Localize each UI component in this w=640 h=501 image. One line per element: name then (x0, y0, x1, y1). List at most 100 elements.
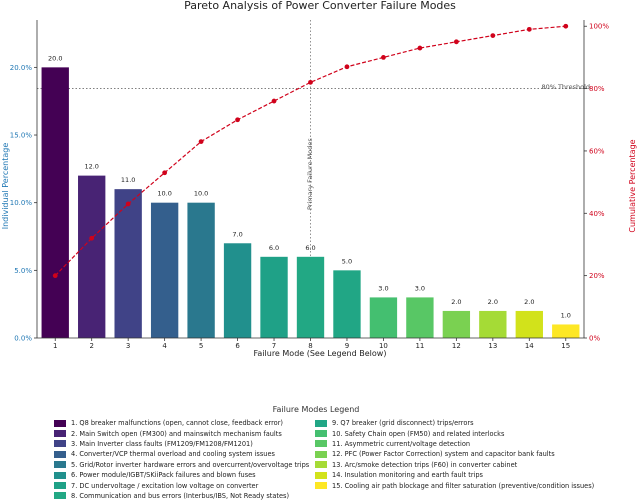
bar-value-label-7: 6.0 (269, 244, 279, 252)
bar-value-label-9: 5.0 (342, 257, 352, 265)
cumulative-point-12 (453, 39, 459, 45)
legend-item-7: 7. DC undervoltage / excitation low volt… (54, 480, 309, 490)
legend-label-15: 15. Cooling air path blockage and filter… (332, 481, 595, 490)
legend-swatch-15 (315, 482, 327, 490)
y2-axis-label: Cumulative Percentage (628, 139, 637, 232)
bar-3 (114, 189, 142, 338)
y-axis-label: Individual Percentage (1, 143, 10, 230)
bar-value-label-14: 2.0 (524, 298, 534, 306)
x-tick-label-14: 14 (525, 342, 534, 350)
bar-value-label-3: 11.0 (121, 176, 135, 184)
legend-label-1: 1. Q8 breaker malfunctions (open, cannot… (71, 419, 283, 428)
primary-modes-label: Primary Failure Modes (306, 138, 314, 210)
y-tick-label-4: 20.0% (10, 64, 33, 72)
legend-item-15: 15. Cooling air path blockage and filter… (315, 480, 594, 490)
legend-swatch-4 (54, 450, 66, 458)
bar-value-label-15: 1.0 (561, 311, 571, 319)
x-tick-label-13: 13 (488, 342, 497, 350)
bar-value-label-2: 12.0 (84, 163, 98, 171)
legend-swatch-13 (315, 461, 327, 469)
cumulative-point-10 (381, 55, 386, 60)
legend-swatch-10 (315, 430, 327, 438)
legend-item-5: 5. Grid/Rotor inverter hardware errors a… (54, 460, 309, 470)
x-tick-label-12: 12 (452, 342, 461, 350)
cumulative-point-3 (125, 201, 131, 207)
bar-15 (552, 324, 580, 338)
legend-item-2: 2. Main Switch open (FM300) and mainswit… (54, 428, 309, 438)
legend-label-10: 10. Safety Chain open (FM50) and related… (332, 429, 505, 438)
legend-swatch-7 (54, 482, 66, 490)
y2-tick-label-3: 60% (589, 147, 605, 155)
threshold-label: 80% Threshold (541, 83, 590, 91)
x-tick-label-9: 9 (345, 342, 349, 350)
x-tick-label-7: 7 (272, 342, 276, 350)
legend-item-11: 11. Asymmetric current/voltage detection (315, 439, 594, 449)
cumulative-point-6 (235, 117, 240, 123)
y-tick-label-0: 0.0% (14, 335, 32, 343)
bar-1 (41, 67, 69, 339)
legend-item-9: 9. Q7 breaker (grid disconnect) trips/er… (315, 418, 594, 428)
legend-label-4: 4. Converter/VCP thermal overload and co… (71, 450, 275, 459)
cumulative-point-2 (89, 235, 95, 241)
x-tick-label-2: 2 (89, 342, 93, 350)
y2-tick-label-2: 40% (589, 210, 605, 218)
legend-item-3: 3. Main Inverter class faults (FM1209/FM… (54, 439, 309, 449)
bar-7 (260, 256, 288, 338)
bar-9 (333, 270, 361, 338)
bar-value-label-5: 10.0 (194, 190, 208, 198)
pareto-chart: Pareto Analysis of Power Converter Failu… (1, 0, 637, 358)
cumulative-point-15 (563, 23, 569, 29)
bar-5 (187, 202, 215, 338)
legend-label-9: 9. Q7 breaker (grid disconnect) trips/er… (332, 419, 474, 428)
y-tick-label-3: 15.0% (10, 132, 33, 140)
legend-swatch-12 (315, 450, 327, 458)
legend-item-12: 12. PFC (Power Factor Correction) system… (315, 449, 594, 459)
x-tick-label-4: 4 (162, 342, 167, 350)
legend-label-13: 13. Arc/smoke detection trips (F60) in c… (332, 460, 518, 469)
legend-swatch-1 (54, 419, 66, 427)
y2-tick-label-5: 100% (589, 23, 609, 31)
legend-title: Failure Modes Legend (272, 405, 360, 414)
cumulative-point-8 (308, 79, 313, 85)
bar-6 (223, 243, 252, 338)
cumulative-point-9 (344, 64, 350, 70)
legend-label-6: 6. Power module/IGBT/SKiiPack failures a… (71, 471, 256, 480)
legend-swatch-5 (54, 461, 66, 469)
legend-label-3: 3. Main Inverter class faults (FM1209/FM… (71, 439, 253, 448)
legend-item-10: 10. Safety Chain open (FM50) and related… (315, 428, 594, 438)
legend-swatch-3 (54, 440, 66, 448)
legend-item-14: 14. Insulation monitoring and earth faul… (315, 470, 594, 480)
y-tick-label-2: 10.0% (10, 199, 33, 207)
y2-tick-label-0: 0% (589, 335, 600, 343)
legend-swatch-11 (315, 440, 327, 448)
bar-2 (78, 175, 106, 338)
bar-value-label-10: 3.0 (378, 284, 388, 292)
legend-swatch-9 (315, 419, 327, 427)
legend-item-1: 1. Q8 breaker malfunctions (open, cannot… (54, 418, 309, 428)
legend-label-14: 14. Insulation monitoring and earth faul… (332, 471, 483, 480)
legend-item-6: 6. Power module/IGBT/SKiiPack failures a… (54, 470, 309, 480)
x-tick-label-10: 10 (379, 342, 388, 350)
legend-swatch-14 (315, 471, 327, 479)
x-tick-label-8: 8 (308, 342, 312, 350)
y2-tick-label-1: 20% (589, 272, 605, 280)
legend-item-8: 8. Communication and bus errors (Interbu… (54, 491, 309, 501)
legend-label-12: 12. PFC (Power Factor Correction) system… (332, 450, 555, 459)
y-tick-label-1: 5.0% (14, 267, 32, 275)
bar-11 (406, 297, 434, 338)
legend-column-2: 9. Q7 breaker (grid disconnect) trips/er… (315, 418, 594, 491)
chart-title: Pareto Analysis of Power Converter Failu… (184, 0, 456, 12)
axes-layer: 0.0% 5.0% 10.0% 15.0% 20.0% 0% 20% 40% 60% 80% 100… (10, 20, 609, 350)
grid-layer (37, 20, 584, 338)
x-tick-label-6: 6 (235, 342, 240, 350)
cumulative-point-13 (490, 33, 496, 38)
bar-14 (515, 310, 543, 338)
bar-value-label-8: 6.0 (305, 244, 315, 252)
cumulative-point-11 (417, 45, 423, 51)
x-tick-label-11: 11 (415, 342, 424, 350)
legend-label-7: 7. DC undervoltage / excitation low volt… (71, 481, 259, 490)
cumulative-line-layer (52, 23, 569, 279)
bar-10 (369, 297, 398, 338)
legend-label-2: 2. Main Switch open (FM300) and mainswit… (71, 429, 282, 438)
bar-value-label-12: 2.0 (451, 298, 461, 306)
